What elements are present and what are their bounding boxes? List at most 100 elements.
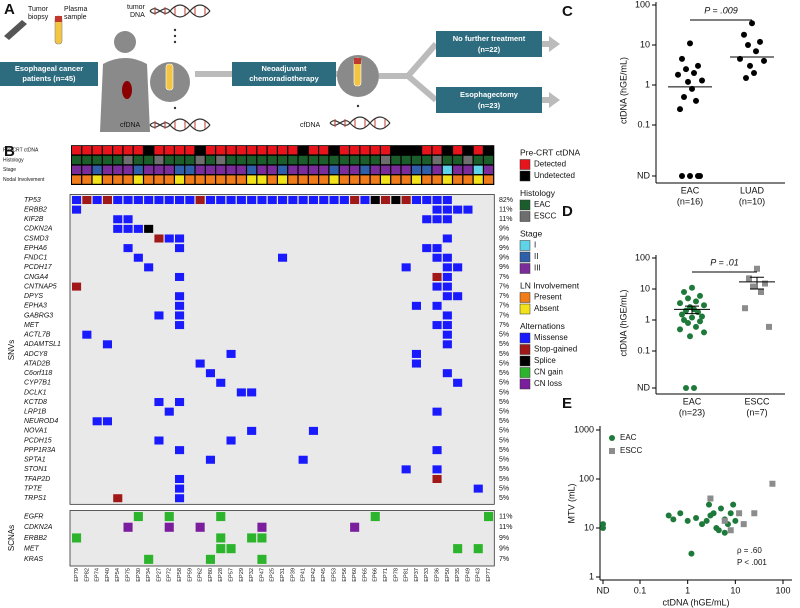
alteration-cell <box>463 205 473 214</box>
legend-label: CN loss <box>534 379 562 388</box>
frequency-label: 9% <box>499 235 509 242</box>
clinical-cell <box>154 175 164 184</box>
outcome-box <box>436 87 542 113</box>
frequency-label: 9% <box>499 245 509 252</box>
alteration-cell <box>422 215 432 224</box>
data-point <box>677 106 683 113</box>
clinical-cell <box>247 146 257 155</box>
alteration-cell <box>164 522 174 532</box>
alteration-cell <box>381 196 391 205</box>
alteration-cell <box>422 196 432 205</box>
data-point <box>679 55 685 62</box>
alteration-cell <box>175 484 185 493</box>
flow-arrow <box>542 41 550 103</box>
clinical-cell <box>381 146 391 155</box>
data-point <box>679 311 685 318</box>
clinical-cell <box>308 175 318 184</box>
alteration-cell <box>473 544 483 554</box>
frequency-label: 5% <box>499 457 509 464</box>
frequency-label: 7% <box>499 322 509 329</box>
y-tick-label: 100 <box>635 0 650 9</box>
y-tick-label: 0.1 <box>637 119 650 129</box>
sample-label: EP28 <box>218 568 224 582</box>
sample-label: EP30 <box>136 568 142 582</box>
y-tick-label: 1 <box>589 571 594 581</box>
box-text: patients (n=45) <box>22 74 76 83</box>
alteration-cell <box>102 417 112 426</box>
alteration-cell <box>308 196 318 205</box>
data-point <box>687 173 693 179</box>
gene-label: TFAP2D <box>24 476 50 483</box>
alteration-cell <box>216 533 226 543</box>
clinical-cell <box>195 155 205 165</box>
y-axis-label: ctDNA (hGE/mL) <box>618 289 628 356</box>
gene-label: CNGA4 <box>24 274 48 281</box>
alteration-cell <box>329 196 339 205</box>
sample-label: EP71 <box>383 568 389 582</box>
alteration-cell <box>175 446 185 455</box>
clinical-cell <box>329 175 339 184</box>
alteration-cell <box>205 196 215 205</box>
track-label: Pre-CRT ctDNA <box>3 148 39 154</box>
sample-label: EP77 <box>486 568 492 582</box>
data-point <box>697 292 703 299</box>
legend-label: EAC <box>534 200 551 209</box>
data-point <box>685 295 691 302</box>
frequency-label: 7% <box>499 303 509 310</box>
clinical-cell <box>247 155 257 165</box>
alteration-cell <box>278 196 288 205</box>
alteration-cell <box>360 196 370 205</box>
gene-label: SPTA1 <box>24 457 46 464</box>
data-point <box>677 326 683 333</box>
branch-arrow <box>379 42 439 103</box>
clinical-cell <box>216 175 226 184</box>
sample-label: EP72 <box>167 568 173 582</box>
panel-label: C <box>562 3 573 20</box>
gene-label: PCDH15 <box>24 437 52 444</box>
sample-label: EP34 <box>146 568 152 582</box>
alteration-cell <box>144 554 154 564</box>
alteration-cell <box>123 215 133 224</box>
alteration-cell <box>175 474 185 483</box>
alteration-cell <box>319 196 329 205</box>
gene-label: CSMD3 <box>24 235 49 242</box>
sample-label: EP75 <box>126 568 132 582</box>
clinical-cell <box>360 165 370 174</box>
sample-label: EP82 <box>84 568 90 582</box>
clinical-cell <box>123 165 133 174</box>
legend-title: Pre-CRT ctDNA <box>520 147 580 157</box>
alteration-cell <box>72 196 82 205</box>
gene-label: MET <box>24 322 40 329</box>
y-tick-label: 100 <box>579 473 594 483</box>
alteration-cell <box>195 196 205 205</box>
legend-title: Stage <box>520 228 542 238</box>
sample-label: EP81 <box>404 568 410 582</box>
clinical-cell <box>247 175 257 184</box>
data-point <box>685 320 691 327</box>
clinical-cell <box>381 175 391 184</box>
legend-swatch <box>519 292 531 303</box>
x-tick-label: ESCC <box>744 396 770 406</box>
alteration-cell <box>123 244 133 253</box>
sample-label: EP33 <box>424 568 430 582</box>
data-point <box>681 94 687 101</box>
frequency-label: 5% <box>499 466 509 473</box>
annotation: P < .001 <box>737 558 767 567</box>
alteration-cell <box>442 196 452 205</box>
clinical-cell <box>133 155 143 165</box>
clinical-cell <box>463 175 473 184</box>
alteration-cell <box>72 533 82 543</box>
clinical-cell <box>329 165 339 174</box>
sample-label: EP40 <box>105 568 111 582</box>
legend-title: Histology <box>520 188 556 198</box>
alteration-cell <box>453 205 463 214</box>
frequency-label: 5% <box>499 380 509 387</box>
sample-label: EP56 <box>342 568 348 582</box>
clinical-cell <box>154 165 164 174</box>
clinical-cell <box>267 175 277 184</box>
data-point <box>681 289 687 296</box>
clinical-cell <box>442 165 452 174</box>
alteration-cell <box>442 321 452 330</box>
data-point <box>743 74 749 81</box>
